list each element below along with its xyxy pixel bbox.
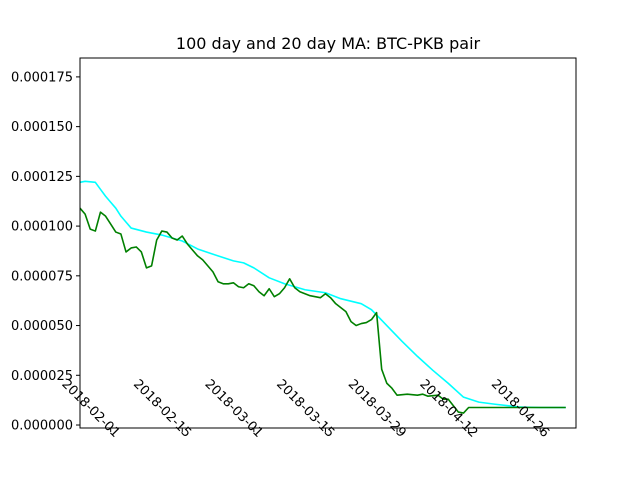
x-tick-label: 2018-04-12: [416, 377, 480, 441]
series-lines: [79, 180, 566, 414]
series-line-1: [79, 180, 566, 409]
y-tick-label: 0.000150: [11, 120, 73, 135]
y-tick-label: 0.000075: [11, 269, 73, 284]
x-axis: 2018-02-01 2018-02-15 2018-03-01 2018-03-15…: [58, 377, 552, 441]
x-tick-label: 2018-03-15: [273, 377, 337, 441]
y-tick-label: 0.000025: [11, 369, 73, 384]
y-tick-label: 0.000050: [11, 319, 73, 334]
x-tick-label: 2018-03-29: [345, 377, 409, 441]
y-tick-label: 0.000125: [11, 170, 73, 185]
y-tick-label: 0.000175: [11, 70, 73, 85]
plot-frame: [79, 57, 577, 429]
x-tick-label: 2018-04-26: [488, 377, 552, 441]
chart-title: 100 day and 20 day MA: BTC-PKB pair: [176, 34, 481, 53]
y-axis: 0.000000 0.000025 0.000050 0.000075 0.000100…: [11, 70, 80, 434]
y-tick-label: 0.000100: [11, 220, 73, 235]
x-tick-label: 2018-02-15: [130, 377, 194, 441]
y-tick-label: 0.000000: [11, 419, 73, 434]
x-tick-label: 2018-03-01: [202, 377, 266, 441]
series-line-2: [79, 207, 566, 414]
